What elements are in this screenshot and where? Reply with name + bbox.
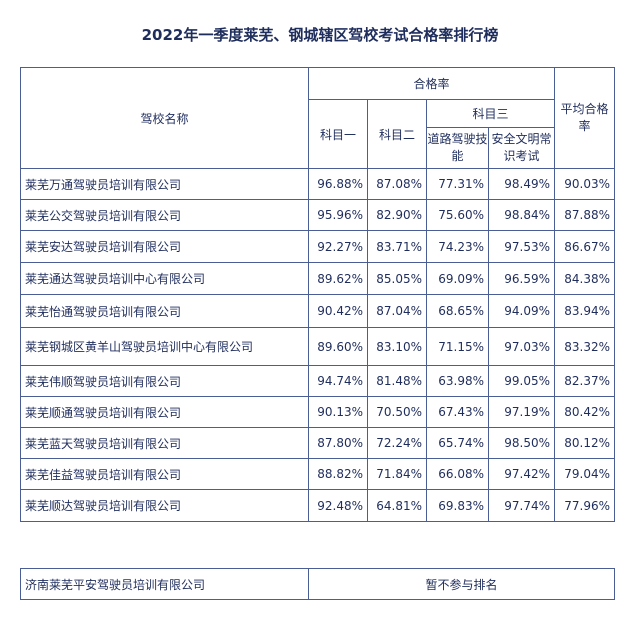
subject2-cell: 70.50% — [367, 396, 427, 428]
subject2-cell: 87.04% — [367, 294, 427, 328]
subject1-cell: 95.96% — [308, 199, 368, 231]
subject2-cell: 85.05% — [367, 262, 427, 295]
road-driving-cell: 68.65% — [426, 294, 489, 328]
average-cell: 83.94% — [554, 294, 616, 328]
footer-note: 暂不参与排名 — [308, 568, 615, 600]
header-pass-rate: 合格率 — [307, 67, 556, 100]
average-cell: 83.32% — [554, 327, 616, 366]
subject2-cell: 87.08% — [367, 168, 427, 200]
table-row: 莱芜钢城区黄羊山驾驶员培训中心有限公司 89.60% 83.10% 71.15% 97.… — [20, 327, 616, 366]
average-cell: 87.88% — [554, 199, 616, 231]
school-name-cell: 莱芜佳益驾驶员培训有限公司 — [20, 458, 309, 490]
average-cell: 77.96% — [554, 489, 616, 522]
road-driving-cell: 65.74% — [426, 427, 489, 459]
average-cell: 79.04% — [554, 458, 616, 490]
school-name-cell: 莱芜钢城区黄羊山驾驶员培训中心有限公司 — [20, 327, 309, 366]
road-driving-cell: 63.98% — [426, 365, 489, 397]
road-driving-cell: 69.83% — [426, 489, 489, 522]
safety-knowledge-cell: 97.53% — [487, 230, 556, 263]
average-cell: 82.37% — [554, 365, 616, 397]
subject2-cell: 64.81% — [367, 489, 427, 522]
road-driving-cell: 75.60% — [426, 199, 489, 231]
subject2-cell: 83.10% — [367, 327, 427, 366]
safety-knowledge-cell: 96.59% — [487, 262, 556, 295]
school-name-cell: 莱芜顺达驾驶员培训有限公司 — [20, 489, 309, 522]
road-driving-cell: 66.08% — [426, 458, 489, 490]
subject2-cell: 72.24% — [367, 427, 427, 459]
header-subject1: 科目一 — [308, 99, 368, 169]
subject1-cell: 89.60% — [308, 327, 368, 366]
header-average: 平均合格率 — [554, 67, 616, 169]
safety-knowledge-cell: 98.49% — [487, 168, 556, 200]
subject2-cell: 81.48% — [367, 365, 427, 397]
school-name-cell: 莱芜万通驾驶员培训有限公司 — [20, 168, 309, 200]
table-row: 莱芜怡通驾驶员培训有限公司 90.42% 87.04% 68.65% 94.09% 83.… — [20, 294, 616, 328]
table-row: 莱芜顺达驾驶员培训有限公司 92.48% 64.81% 69.83% 97.74% 77.… — [20, 489, 616, 522]
road-driving-cell: 74.23% — [426, 230, 489, 263]
average-cell: 84.38% — [554, 262, 616, 295]
school-name-cell: 莱芜蓝天驾驶员培训有限公司 — [20, 427, 309, 459]
header-road-driving: 道路驾驶技能 — [426, 127, 489, 169]
table-row: 莱芜公交驾驶员培训有限公司 95.96% 82.90% 75.60% 98.84% 87.… — [20, 199, 616, 231]
safety-knowledge-cell: 97.03% — [487, 327, 556, 366]
school-name-cell: 莱芜安达驾驶员培训有限公司 — [20, 230, 309, 263]
school-name-cell: 莱芜怡通驾驶员培训有限公司 — [20, 294, 309, 328]
header-safety-knowledge: 安全文明常识考试 — [487, 127, 556, 169]
road-driving-cell: 67.43% — [426, 396, 489, 428]
page-title: 2022年一季度莱芜、钢城辖区驾校考试合格率排行榜 — [141, 26, 499, 44]
school-name-cell: 莱芜公交驾驶员培训有限公司 — [20, 199, 309, 231]
table-row: 莱芜万通驾驶员培训有限公司 96.88% 87.08% 77.31% 98.49% 90.… — [20, 168, 616, 200]
school-name-cell: 莱芜伟顺驾驶员培训有限公司 — [20, 365, 309, 397]
subject1-cell: 90.13% — [308, 396, 368, 428]
ranking-table: 驾校名称 合格率 平均合格率 科目一 科目二 科目三 道路驾驶技能 安全文明常识… — [20, 67, 616, 522]
safety-knowledge-cell: 97.19% — [487, 396, 556, 428]
subject1-cell: 90.42% — [308, 294, 368, 328]
table-row: 莱芜伟顺驾驶员培训有限公司 94.74% 81.48% 63.98% 99.05% 82.… — [20, 365, 616, 397]
safety-knowledge-cell: 97.42% — [487, 458, 556, 490]
subject1-cell: 92.48% — [308, 489, 368, 522]
table-row: 莱芜通达驾驶员培训中心有限公司 89.62% 85.05% 69.09% 96.59% 8… — [20, 262, 616, 295]
safety-knowledge-cell: 98.50% — [487, 427, 556, 459]
subject1-cell: 89.62% — [308, 262, 368, 295]
safety-knowledge-cell: 99.05% — [487, 365, 556, 397]
footer-table: 济南莱芜平安驾驶员培训有限公司 暂不参与排名 — [20, 568, 615, 600]
header-subject2: 科目二 — [367, 99, 427, 169]
subject2-cell: 82.90% — [367, 199, 427, 231]
subject2-cell: 83.71% — [367, 230, 427, 263]
average-cell: 80.12% — [554, 427, 616, 459]
table-row: 莱芜蓝天驾驶员培训有限公司 87.80% 72.24% 65.74% 98.50% 80.… — [20, 427, 616, 459]
table-row: 莱芜佳益驾驶员培训有限公司 88.82% 71.84% 66.08% 97.42% 79.… — [20, 458, 616, 490]
header-subject3: 科目三 — [425, 99, 556, 128]
safety-knowledge-cell: 94.09% — [487, 294, 556, 328]
subject1-cell: 94.74% — [308, 365, 368, 397]
road-driving-cell: 71.15% — [426, 327, 489, 366]
average-cell: 86.67% — [554, 230, 616, 263]
footer-school-name: 济南莱芜平安驾驶员培训有限公司 — [20, 568, 309, 600]
road-driving-cell: 77.31% — [426, 168, 489, 200]
table-row: 莱芜安达驾驶员培训有限公司 92.27% 83.71% 74.23% 97.53% 86.… — [20, 230, 616, 263]
table-row: 莱芜顺通驾驶员培训有限公司 90.13% 70.50% 67.43% 97.19% 80.… — [20, 396, 616, 428]
school-name-cell: 莱芜顺通驾驶员培训有限公司 — [20, 396, 309, 428]
header-school-name: 驾校名称 — [20, 67, 309, 169]
school-name-cell: 莱芜通达驾驶员培训中心有限公司 — [20, 262, 309, 295]
average-cell: 80.42% — [554, 396, 616, 428]
safety-knowledge-cell: 98.84% — [487, 199, 556, 231]
subject1-cell: 92.27% — [308, 230, 368, 263]
average-cell: 90.03% — [554, 168, 616, 200]
subject1-cell: 88.82% — [308, 458, 368, 490]
safety-knowledge-cell: 97.74% — [487, 489, 556, 522]
subject1-cell: 96.88% — [308, 168, 368, 200]
subject1-cell: 87.80% — [308, 427, 368, 459]
subject2-cell: 71.84% — [367, 458, 427, 490]
road-driving-cell: 69.09% — [426, 262, 489, 295]
